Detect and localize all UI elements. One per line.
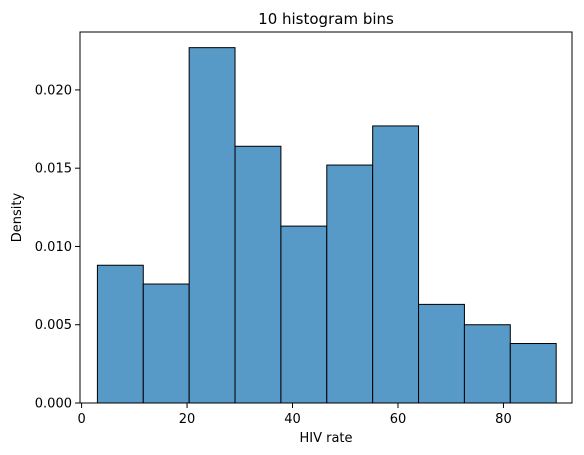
histogram-bar (509, 343, 557, 404)
x-tick-label: 40 (284, 412, 301, 427)
histogram-bar (326, 164, 374, 404)
y-tick-label: 0.015 (35, 162, 72, 177)
x-axis-label: HIV rate (299, 431, 352, 446)
y-tick-label: 0.000 (35, 397, 72, 412)
axes-group (79, 31, 573, 404)
histogram-bar (142, 283, 190, 404)
bars-group (96, 47, 557, 404)
y-axis-ticks: 0.000 0.005 0.010 0.015 0.020 (35, 83, 80, 412)
histogram-bar (234, 145, 282, 404)
y-axis-label: Density (10, 192, 25, 242)
y-tick-label: 0.020 (35, 83, 72, 98)
y-tick-label: 0.005 (35, 318, 72, 333)
chart-title: 10 histogram bins (258, 10, 394, 28)
histogram-bar (372, 125, 420, 404)
x-tick-label: 80 (495, 412, 512, 427)
plot-frame (79, 31, 573, 404)
histogram-bar (96, 264, 144, 404)
x-tick-label: 20 (179, 412, 196, 427)
x-tick-label: 60 (390, 412, 407, 427)
histogram-bar (280, 225, 328, 404)
histogram-bar (418, 303, 465, 404)
y-tick-label: 0.010 (35, 240, 72, 255)
histogram-bar (188, 47, 236, 404)
histogram-bar (463, 324, 511, 404)
x-axis-ticks: 0 20 40 60 80 (77, 403, 512, 427)
x-tick-label: 0 (77, 412, 85, 427)
